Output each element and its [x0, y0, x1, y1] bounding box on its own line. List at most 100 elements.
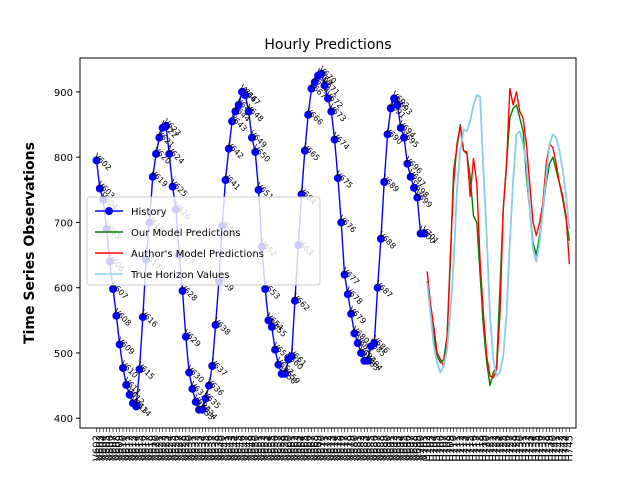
x-tick-label: V687 [373, 435, 384, 461]
x-tick-label: H744 [561, 435, 572, 462]
history-point [109, 285, 118, 294]
x-tick-label: V608 [111, 435, 122, 461]
x-tick-label: H741 [551, 435, 562, 462]
x-tick-label: V695 [399, 435, 410, 461]
y-tick-label: 500 [54, 349, 73, 360]
legend-entry-1: History [131, 207, 167, 218]
x-tick-label: H743 [558, 435, 569, 462]
legend-entry-2: Our Model Predictions [131, 228, 241, 239]
legend-entry-4: True Horizon Values [130, 270, 230, 281]
x-tick-label: V691 [386, 435, 397, 461]
history-point [224, 144, 233, 153]
x-tick-label: H737 [538, 435, 549, 462]
y-axis-label: Time Series Observations [22, 142, 38, 344]
x-tick-label: V686 [369, 435, 380, 461]
x-tick-label: V630 [184, 435, 195, 461]
x-tick-label: V636 [204, 435, 215, 461]
x-tick-label: H704 [429, 435, 440, 462]
x-tick-label: H722 [488, 435, 499, 462]
x-tick-label: V619 [148, 435, 159, 461]
x-tick-label: V605 [101, 435, 112, 461]
x-tick-label: H731 [518, 435, 529, 462]
history-point [281, 369, 290, 378]
history-point [188, 384, 197, 393]
x-tick-label: V698 [409, 435, 420, 461]
x-tick-label: V611 [121, 435, 132, 461]
x-tick-label: H727 [505, 435, 516, 462]
history-point [231, 107, 240, 116]
x-tick-label: V652 [257, 435, 268, 461]
x-tick-label: V690 [383, 435, 394, 461]
history-point [383, 130, 392, 139]
x-tick-label: V637 [207, 435, 218, 461]
history-point [135, 365, 144, 374]
plot-frame [79, 57, 577, 429]
history-point [92, 156, 101, 165]
legend-marker [105, 207, 113, 215]
x-tick-label: H740 [548, 435, 559, 462]
x-tick-label: V623 [161, 435, 172, 461]
x-tick-label: V664 [297, 435, 308, 461]
history-point [251, 147, 260, 156]
history-point [181, 332, 190, 341]
history-point [148, 172, 157, 181]
history-point [261, 285, 270, 294]
history-point [390, 94, 399, 103]
history-point [376, 234, 385, 243]
history-point [115, 340, 124, 349]
x-tick-label: H735 [531, 435, 542, 462]
x-tick-label: V609 [115, 435, 126, 461]
y-tick-label: 900 [54, 88, 73, 99]
history-point [264, 316, 273, 325]
history-point [155, 133, 164, 142]
history-point [317, 69, 326, 78]
x-tick-label: V682 [356, 435, 367, 461]
y-tick-label: 600 [54, 284, 73, 295]
y-tick-label: 800 [54, 153, 73, 164]
x-tick-label: V699 [412, 435, 423, 461]
history-point [161, 121, 170, 130]
x-tick-label: V670 [316, 435, 327, 461]
x-tick-label: V649 [247, 435, 258, 461]
x-tick-label: V656 [270, 435, 281, 461]
x-tick-label: H725 [498, 435, 509, 462]
x-tick-label: V643 [227, 435, 238, 461]
x-tick-label: V638 [211, 435, 222, 461]
history-point [211, 320, 220, 329]
history-point [95, 184, 104, 193]
history-point [185, 368, 194, 377]
history-point [373, 283, 382, 292]
history-point [406, 172, 415, 181]
history-point [241, 91, 250, 100]
x-tick-label: V610 [118, 435, 129, 461]
x-tick-label: H742 [554, 435, 565, 462]
legend-entry-3: Author's Model Predictions [131, 249, 264, 260]
x-tick-label: H711 [452, 435, 463, 462]
history-point [320, 81, 329, 90]
history-point [386, 104, 395, 113]
x-tick-label: H720 [482, 435, 493, 462]
x-tick-label: H728 [508, 435, 519, 462]
history-point [409, 183, 418, 192]
x-tick-label: V654 [263, 435, 274, 461]
x-tick-label: V658 [277, 435, 288, 461]
x-tick-label: V678 [343, 435, 354, 461]
history-point [357, 348, 366, 357]
x-tick-label: H719 [478, 435, 489, 462]
legend: History Our Model Predictions Author's Mod… [86, 196, 321, 286]
x-tick-label: V603 [95, 435, 106, 461]
chart-title: Hourly Predictions [264, 37, 391, 53]
history-point [201, 394, 210, 403]
history-point [208, 362, 217, 371]
history-point [396, 123, 405, 132]
x-tick-label: V673 [326, 435, 337, 461]
x-tick-label: V640 [217, 435, 228, 461]
x-tick-label: H714 [462, 435, 473, 462]
x-tick-label: V660 [283, 435, 294, 461]
x-tick-label: V602 [92, 435, 103, 461]
history-point [267, 322, 276, 331]
x-tick-label: V689 [379, 435, 390, 461]
history-point [327, 107, 336, 116]
x-tick-label: V653 [260, 435, 271, 461]
x-tick-label: V618 [144, 435, 155, 461]
